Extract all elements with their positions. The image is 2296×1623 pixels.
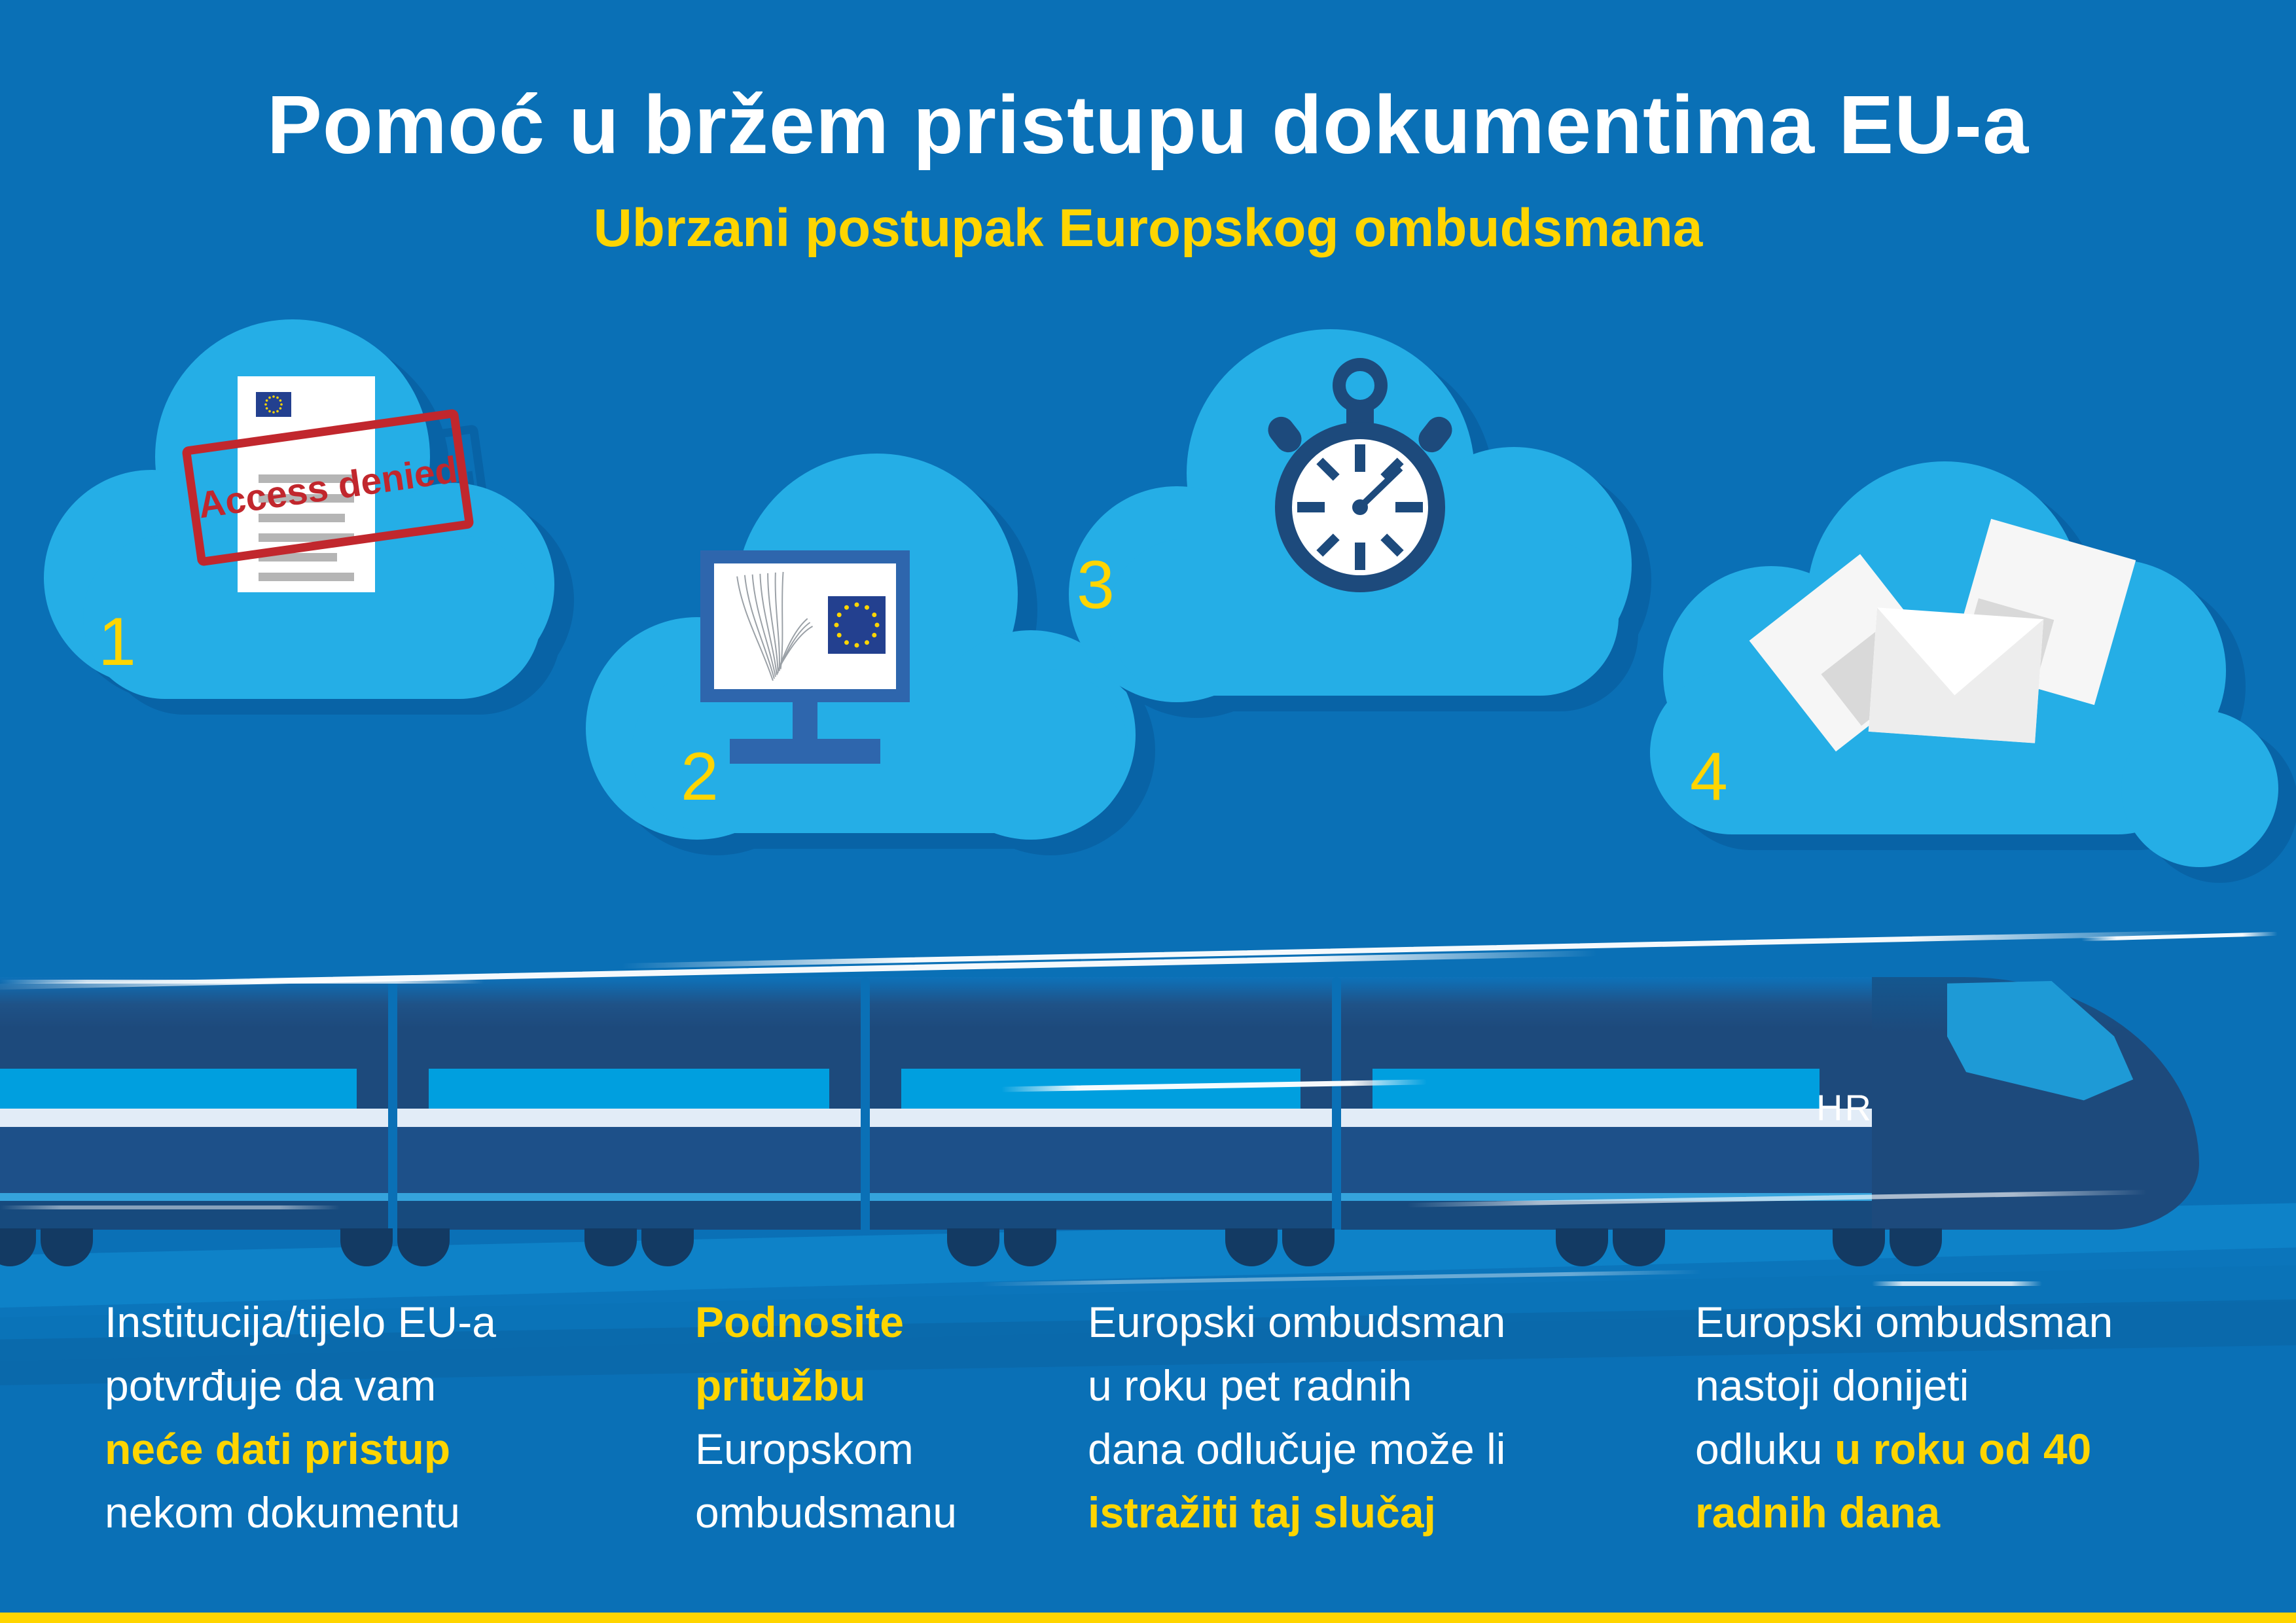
step-number-2: 2 bbox=[681, 739, 719, 815]
document-text-line bbox=[259, 494, 354, 503]
train-car-divider bbox=[861, 977, 870, 1230]
stopwatch-face bbox=[1275, 422, 1445, 592]
step-line: odluku u roku od 40 bbox=[1695, 1425, 2092, 1473]
step-line: nekom dokumentu bbox=[105, 1488, 460, 1537]
step-line: dana odlučuje može li bbox=[1088, 1425, 1506, 1473]
eu-flag-icon bbox=[828, 596, 886, 654]
step-number-3: 3 bbox=[1077, 547, 1115, 623]
step-line: Europskom bbox=[695, 1425, 914, 1473]
page-title: Pomoć u bržem pristupu dokumentima EU-a bbox=[266, 79, 2030, 171]
access-denied-stamp-text: Access denied bbox=[195, 448, 461, 527]
eu-flag-icon bbox=[256, 392, 291, 417]
train-windshield bbox=[1947, 981, 2134, 1101]
stopwatch-icon bbox=[1252, 358, 1468, 620]
step-line: Europski ombudsman bbox=[1088, 1298, 1506, 1346]
train-body bbox=[0, 977, 1950, 1230]
step-text-4: Europski ombudsman nastoji donijeti odlu… bbox=[1695, 1291, 2113, 1544]
speed-line bbox=[1872, 1281, 2042, 1286]
step-line: istražiti taj slučaj bbox=[1088, 1488, 1436, 1537]
step-line: Institucija/tijelo EU-a bbox=[105, 1298, 496, 1346]
cloud-step-2 bbox=[586, 454, 1172, 872]
step-text-3: Europski ombudsman u roku pet radnih dan… bbox=[1088, 1291, 1505, 1544]
step-line: Podnosite bbox=[695, 1298, 905, 1346]
document-text-line bbox=[259, 514, 345, 522]
document-text-line bbox=[259, 573, 354, 581]
footer-accent-bar bbox=[0, 1613, 2296, 1623]
step-text-1: Institucija/tijelo EU-a potvrđuje da vam… bbox=[105, 1291, 496, 1544]
monitor-base bbox=[730, 739, 880, 764]
envelopes-icon bbox=[1611, 461, 2240, 880]
step-text-2: Podnosite pritužbu Europskom ombudsmanu bbox=[695, 1291, 957, 1544]
speed-line bbox=[0, 980, 484, 984]
step-line: ombudsmanu bbox=[695, 1488, 957, 1537]
cloud-step-1: Access denied bbox=[44, 319, 615, 740]
step-number-1: 1 bbox=[98, 604, 136, 680]
cloud-step-3 bbox=[1069, 329, 1662, 732]
step-line: potvrđuje da vam bbox=[105, 1361, 437, 1410]
step-line: pritužbu bbox=[695, 1361, 866, 1410]
monitor-stand bbox=[793, 702, 817, 740]
train-car-divider bbox=[388, 977, 397, 1230]
envelope-icon bbox=[1868, 607, 2044, 743]
document-text-line bbox=[259, 474, 354, 483]
train-country-label: HR bbox=[1816, 1087, 1873, 1128]
train-car-divider bbox=[1332, 977, 1341, 1230]
step-line: nastoji donijeti bbox=[1695, 1361, 1969, 1410]
step-number-4: 4 bbox=[1690, 739, 1728, 815]
document-text-line bbox=[259, 553, 337, 562]
step-line: neće dati pristup bbox=[105, 1425, 451, 1473]
train-nose bbox=[1872, 977, 2199, 1230]
cloud-step-4 bbox=[1611, 461, 2278, 880]
document-icon: Access denied bbox=[181, 376, 475, 592]
speed-line bbox=[0, 1205, 340, 1209]
step-line: u roku pet radnih bbox=[1088, 1361, 1412, 1410]
document-text-line bbox=[259, 533, 354, 542]
step-line: Europski ombudsman bbox=[1695, 1298, 2113, 1346]
monitor-screen bbox=[700, 550, 910, 702]
speed-line bbox=[622, 930, 2193, 969]
ombudsman-logo-icon bbox=[736, 571, 814, 681]
monitor-icon bbox=[700, 550, 910, 773]
step-line: radnih dana bbox=[1695, 1488, 1941, 1537]
page-subtitle: Ubrzani postupak Europskog ombudsmana bbox=[593, 198, 1703, 258]
